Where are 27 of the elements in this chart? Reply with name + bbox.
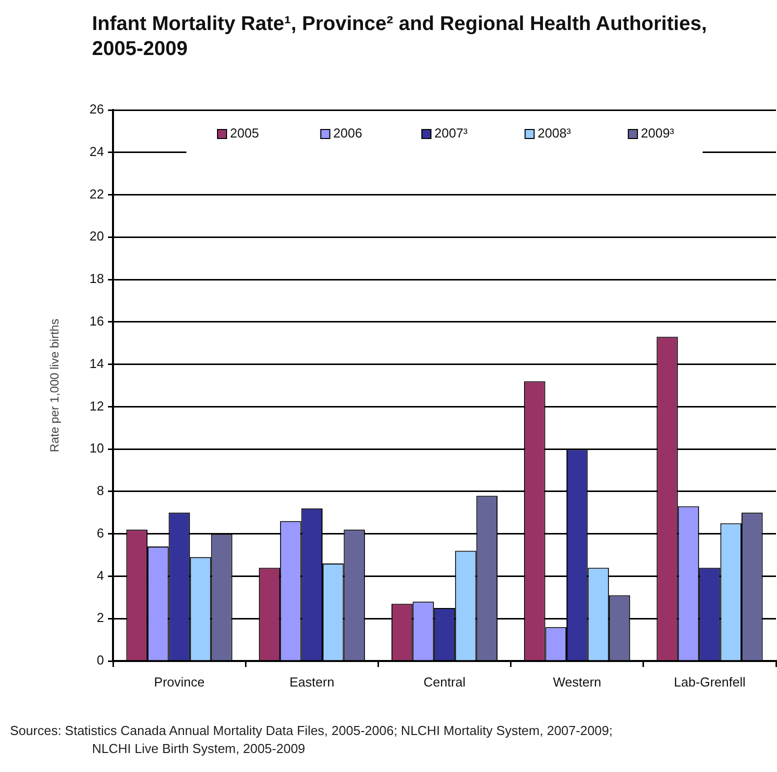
legend-label: 2009³ bbox=[640, 126, 675, 141]
y-tick-label: 10 bbox=[90, 440, 104, 456]
legend-label: 2007³ bbox=[434, 126, 468, 141]
y-tick-label: 26 bbox=[90, 102, 104, 117]
y-tick-label: 0 bbox=[96, 652, 104, 668]
y-tick-label: 22 bbox=[90, 186, 104, 202]
y-tick-label: 20 bbox=[90, 228, 104, 244]
legend-label: 2008³ bbox=[538, 126, 572, 141]
legend-label: 2006 bbox=[333, 126, 362, 141]
source-note: Sources: Statistics Canada Annual Mortality Data Files, 2005-2006; NLCHI Mortality System, 2007-2009; NLCHI Live Birth System, 2005-2009 bbox=[10, 722, 614, 758]
x-tick-label: Eastern bbox=[289, 674, 334, 690]
x-tick-label: Province bbox=[154, 674, 205, 690]
y-tick-label: 4 bbox=[96, 568, 104, 583]
y-tick-label: 12 bbox=[90, 398, 104, 414]
y-tick-label: 18 bbox=[90, 271, 104, 286]
y-tick-label: 8 bbox=[96, 483, 104, 498]
y-tick-label: 24 bbox=[90, 144, 104, 159]
y-tick-label: 16 bbox=[90, 314, 104, 328]
y-tick-label: 14 bbox=[90, 356, 104, 371]
y-axis-title: Rate per 1,000 live births bbox=[48, 318, 62, 452]
chart-title: Infant Mortality Rate¹, Province² and Regional Health Authorities, 2005-2009 bbox=[92, 12, 708, 62]
legend-label: 2005 bbox=[230, 126, 259, 141]
x-tick-label: Central bbox=[424, 674, 466, 690]
x-tick-label: Western bbox=[553, 674, 602, 690]
y-tick-label: 6 bbox=[96, 525, 104, 540]
y-tick-label: 2 bbox=[96, 610, 104, 626]
x-tick-label: Lab-Grenfell bbox=[674, 674, 746, 690]
